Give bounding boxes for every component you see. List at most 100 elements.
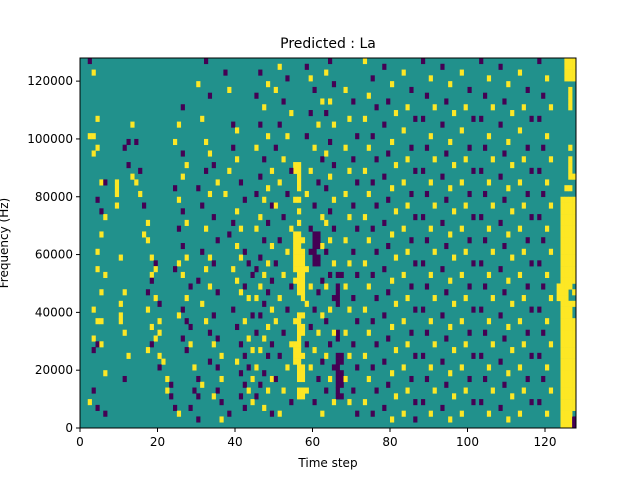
- heatmap-cell: [541, 92, 546, 99]
- heatmap-cell: [266, 81, 271, 88]
- heatmap-cell: [444, 150, 449, 157]
- heatmap-cell: [537, 260, 542, 267]
- heatmap-cell: [308, 225, 313, 232]
- heatmap-cell: [421, 167, 426, 174]
- heatmap-cell: [273, 144, 278, 151]
- heatmap-cell: [409, 375, 414, 383]
- heatmap-cell: [254, 329, 259, 336]
- heatmap-cell: [304, 133, 309, 140]
- heatmap-cell: [448, 416, 453, 423]
- heatmap-cell: [231, 306, 236, 313]
- heatmap-cell: [409, 329, 414, 336]
- heatmap-cell: [452, 254, 457, 261]
- heatmap-cell: [297, 196, 302, 203]
- heatmap-cell: [335, 358, 340, 365]
- heatmap-cell: [568, 312, 573, 319]
- heatmap-cell: [235, 277, 240, 284]
- heatmap-cell: [463, 202, 468, 209]
- heatmap-cell: [386, 98, 391, 105]
- heatmap-cell: [432, 295, 437, 302]
- heatmap-cell: [537, 167, 542, 174]
- heatmap-cell: [393, 300, 399, 307]
- heatmap-cell: [386, 150, 391, 157]
- heatmap-cell: [219, 352, 224, 359]
- heatmap-cell: [572, 277, 577, 284]
- heatmap-cell: [258, 121, 263, 128]
- heatmap-cell: [238, 370, 244, 377]
- heatmap-cell: [382, 63, 387, 70]
- heatmap-cell: [366, 237, 371, 244]
- heatmap-cell: [231, 266, 236, 273]
- heatmap-cell: [428, 75, 433, 82]
- heatmap-cell: [502, 243, 507, 250]
- heatmap-cell: [537, 352, 542, 359]
- heatmap-cell: [316, 237, 321, 244]
- heatmap-cell: [304, 387, 309, 394]
- heatmap-cell: [424, 283, 430, 290]
- heatmap-cell: [335, 329, 340, 336]
- heatmap-cell: [560, 312, 565, 319]
- heatmap-cell: [328, 375, 333, 383]
- heatmap-cell: [564, 196, 569, 203]
- heatmap-cell: [91, 387, 96, 394]
- heatmap-cell: [568, 358, 573, 365]
- heatmap-cell: [277, 295, 282, 302]
- heatmap-cell: [568, 318, 573, 325]
- heatmap-cell: [297, 173, 302, 180]
- heatmap-cell: [572, 248, 577, 255]
- heatmap-cell: [525, 86, 530, 93]
- heatmap-cell: [227, 231, 232, 238]
- heatmap-cell: [343, 86, 348, 93]
- heatmap-cell: [122, 289, 127, 296]
- heatmap-cell: [215, 179, 220, 186]
- heatmap-cell: [393, 162, 399, 169]
- heatmap-cell: [370, 318, 375, 325]
- heatmap-cell: [320, 358, 325, 365]
- heatmap-cell: [308, 167, 313, 174]
- heatmap-cell: [401, 410, 406, 417]
- heatmap-cell: [572, 58, 577, 65]
- heatmap-cell: [231, 121, 236, 128]
- heatmap-cell: [564, 277, 569, 284]
- heatmap-cell: [572, 370, 577, 377]
- heatmap-cell: [568, 277, 573, 284]
- heatmap-cell: [459, 127, 464, 134]
- heatmap-cell: [428, 133, 433, 140]
- heatmap-cell: [149, 277, 154, 284]
- heatmap-cell: [525, 375, 530, 383]
- heatmap-cell: [529, 214, 534, 221]
- heatmap-cell: [421, 58, 426, 65]
- heatmap-cell: [331, 295, 337, 302]
- heatmap-cell: [568, 399, 573, 406]
- heatmap-cell: [506, 277, 511, 284]
- heatmap-cell: [207, 190, 213, 198]
- heatmap-cell: [405, 295, 410, 302]
- heatmap-cell: [211, 312, 216, 319]
- heatmap-cell: [545, 179, 550, 186]
- heatmap-cell: [521, 248, 526, 255]
- heatmap-cell: [289, 283, 294, 290]
- chart-title: Predicted : La: [280, 36, 376, 52]
- heatmap-cell: [459, 410, 464, 417]
- heatmap-cell: [390, 416, 395, 423]
- heatmap-cell: [498, 266, 503, 273]
- heatmap-cell: [560, 393, 565, 400]
- heatmap-cell: [463, 248, 468, 255]
- heatmap-cell: [215, 289, 220, 296]
- heatmap-cell: [556, 295, 561, 302]
- heatmap-cell: [277, 63, 282, 70]
- heatmap-cell: [250, 375, 255, 383]
- heatmap-cell: [238, 254, 244, 261]
- heatmap-cell: [153, 260, 158, 267]
- heatmap-cell: [238, 289, 244, 296]
- heatmap-cell: [529, 306, 534, 313]
- heatmap-cell: [266, 387, 271, 394]
- heatmap-cell: [459, 179, 464, 186]
- heatmap-cell: [498, 358, 503, 365]
- heatmap-cell: [331, 162, 337, 169]
- heatmap-cell: [87, 58, 92, 65]
- heatmap-cell: [293, 260, 298, 267]
- heatmap-cell: [204, 318, 209, 325]
- heatmap-cell: [572, 266, 577, 273]
- heatmap-cell: [564, 335, 569, 342]
